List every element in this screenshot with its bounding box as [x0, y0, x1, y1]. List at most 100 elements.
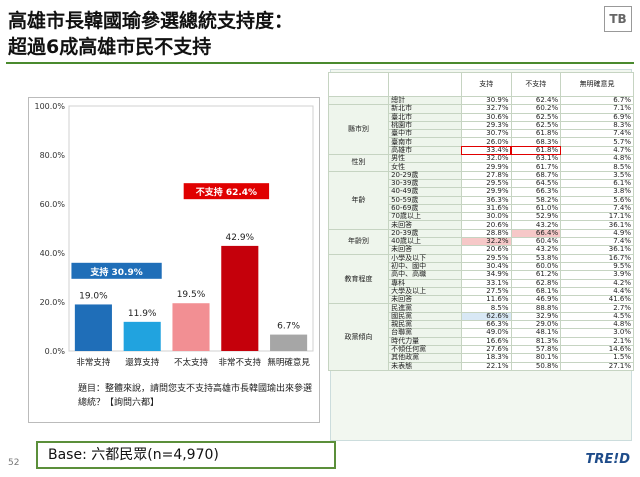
y-tick-label: 60.0%: [40, 200, 66, 209]
group-label: 縣市別: [327, 104, 390, 156]
cell-value: 3.9%: [560, 270, 634, 280]
group-label: 年齡: [327, 170, 390, 230]
question-note: 題目：整體來說，請問您支不支持高雄市長韓國瑜出來參選總統？【詢問六都】: [78, 384, 313, 408]
row-label: 台聯黨: [388, 328, 462, 338]
group-label: 年齡別: [327, 228, 390, 255]
row-label: 70歲以上: [388, 212, 462, 222]
x-category-label: 非常不支持: [219, 357, 262, 368]
header-support: 支持: [460, 72, 512, 97]
row-label: 未回答: [388, 220, 462, 230]
brand-logo: TB: [604, 6, 632, 32]
cell-value: 61.2%: [510, 270, 562, 280]
bar-1: [123, 321, 161, 351]
cell-value: 8.5%: [560, 162, 634, 172]
cell-value: 34.9%: [460, 270, 512, 280]
cell-value: 1.5%: [560, 353, 634, 363]
cell-value: 41.6%: [560, 295, 634, 305]
crosstab-table: 支持 不支持 無明確意見 總計 30.9% 62.4% 6.7% 縣市別 新北市 32.7%…: [327, 72, 634, 371]
cell-value: 7.4%: [560, 129, 634, 139]
y-tick-label: 0.0%: [45, 347, 66, 356]
cell-value: 32.0%: [460, 154, 512, 164]
title-divider: [6, 62, 634, 64]
bar-3: [221, 245, 259, 351]
y-tick-label: 80.0%: [40, 151, 66, 160]
cell-value: 80.1%: [510, 353, 562, 363]
cell-value: 4.8%: [560, 154, 634, 164]
bar-value-label: 11.9%: [128, 309, 157, 319]
table-corner: [327, 72, 390, 97]
row-label: 其他政黨: [388, 353, 462, 363]
table-row: 未回答 20.6% 43.2% 36.1%: [329, 245, 634, 255]
x-category-label: 還算支持: [125, 357, 160, 368]
cell-value: 63.1%: [510, 154, 562, 164]
table-row: 未回答 20.6% 43.2% 36.1%: [329, 220, 634, 230]
bar-0: [74, 304, 112, 351]
cell-value: 36.1%: [560, 220, 634, 230]
table-corner-sub: [388, 72, 462, 97]
cell-value: 30.7%: [460, 129, 512, 139]
row-label: 未表態: [388, 361, 462, 371]
cell-value: 50.8%: [510, 361, 562, 371]
row-label: 40-49歲: [388, 187, 462, 197]
table-row: 未回答 11.6% 46.9% 41.6%: [329, 295, 634, 305]
table-row: 教育程度 小學及以下 29.5% 53.8% 16.7%: [327, 253, 634, 305]
annotation-support-badge: [71, 262, 162, 279]
table-row: 60-69歲 31.6% 61.0% 7.4%: [329, 203, 634, 214]
cell-value: 52.9%: [510, 212, 562, 222]
cell-value: 7.1%: [560, 104, 634, 114]
y-tick-label: 100.0%: [34, 102, 65, 111]
bar-value-label: 19.0%: [79, 291, 108, 301]
cell-value: 20.6%: [460, 220, 512, 230]
bar-value-label: 6.7%: [277, 322, 300, 332]
x-category-label: 無明確意見: [267, 357, 310, 368]
table-row: 性別 男性 32.0% 63.1% 4.8%: [327, 154, 634, 172]
x-category-label: 非常支持: [76, 357, 111, 368]
header-oppose: 不支持: [510, 72, 562, 97]
cell-value: 8.5%: [460, 303, 512, 313]
bar-value-label: 42.9%: [226, 233, 255, 243]
footer-logo: TRE!D: [585, 452, 630, 467]
chart-panel: 0.0% 20.0% 40.0% 60.0% 80.0% 100.0% 19.0% 非常支持 1…: [28, 97, 320, 423]
row-label: 未回答: [388, 245, 462, 255]
table-row: 年齡別 20-39歲 28.8% 66.4% 4.9%: [327, 228, 634, 255]
y-tick-label: 20.0%: [40, 298, 66, 307]
cell-value: 29.9%: [460, 162, 512, 172]
table-row: 政黨傾向 民進黨 8.5% 88.8% 2.7%: [327, 303, 634, 371]
bar-chart: 0.0% 20.0% 40.0% 60.0% 80.0% 100.0% 19.0% 非常支持 1…: [34, 102, 314, 368]
cell-value: 11.6%: [460, 295, 512, 305]
cell-value: 32.7%: [460, 104, 512, 114]
annotation-support-text: 支持 30.9%: [89, 266, 142, 278]
cell-value: 66.3%: [510, 187, 562, 197]
bar-4: [270, 334, 308, 351]
total-group-cell: [327, 95, 390, 106]
cell-value: 48.1%: [510, 328, 562, 338]
cell-value: 88.8%: [510, 303, 562, 313]
page-title-line1: 高雄市長韓國瑜參選總統支持度：: [8, 10, 294, 32]
cell-value: 2.7%: [560, 303, 634, 313]
annotation-oppose-text: 不支持 62.4%: [196, 186, 257, 198]
cell-value: 30.0%: [460, 212, 512, 222]
cell-value: 43.2%: [510, 245, 562, 255]
cell-value: 36.1%: [560, 245, 634, 255]
y-tick-label: 40.0%: [40, 249, 66, 258]
cell-value: 29.9%: [460, 187, 512, 197]
row-label: 民進黨: [388, 303, 462, 313]
cell-value: 61.7%: [510, 162, 562, 172]
table-row: 未表態 22.1% 50.8% 27.1%: [329, 361, 634, 371]
table-row: 臺北市 30.6% 62.5% 6.9%: [329, 112, 634, 122]
x-category-label: 不太支持: [174, 357, 209, 368]
cell-value: 49.0%: [460, 328, 512, 338]
table-row: 其他政黨 18.3% 80.1% 1.5%: [329, 353, 634, 363]
page-number: 52: [8, 458, 20, 468]
cell-value: 20.6%: [460, 245, 512, 255]
cell-value: 17.1%: [560, 212, 634, 222]
table-row: 年齡 20-29歲 27.8% 68.7% 3.5%: [327, 170, 634, 230]
header-undecided: 無明確意見: [560, 72, 634, 97]
cell-value: 60.2%: [510, 104, 562, 114]
page-title-line2: 超過6成高雄市民不支持: [8, 36, 212, 58]
group-label: 教育程度: [327, 253, 390, 305]
table-row: 女性 29.9% 61.7% 8.5%: [329, 162, 634, 172]
group-label: 性別: [327, 154, 390, 172]
bar-2: [172, 303, 210, 351]
row-label: 高中、高職: [388, 270, 462, 280]
